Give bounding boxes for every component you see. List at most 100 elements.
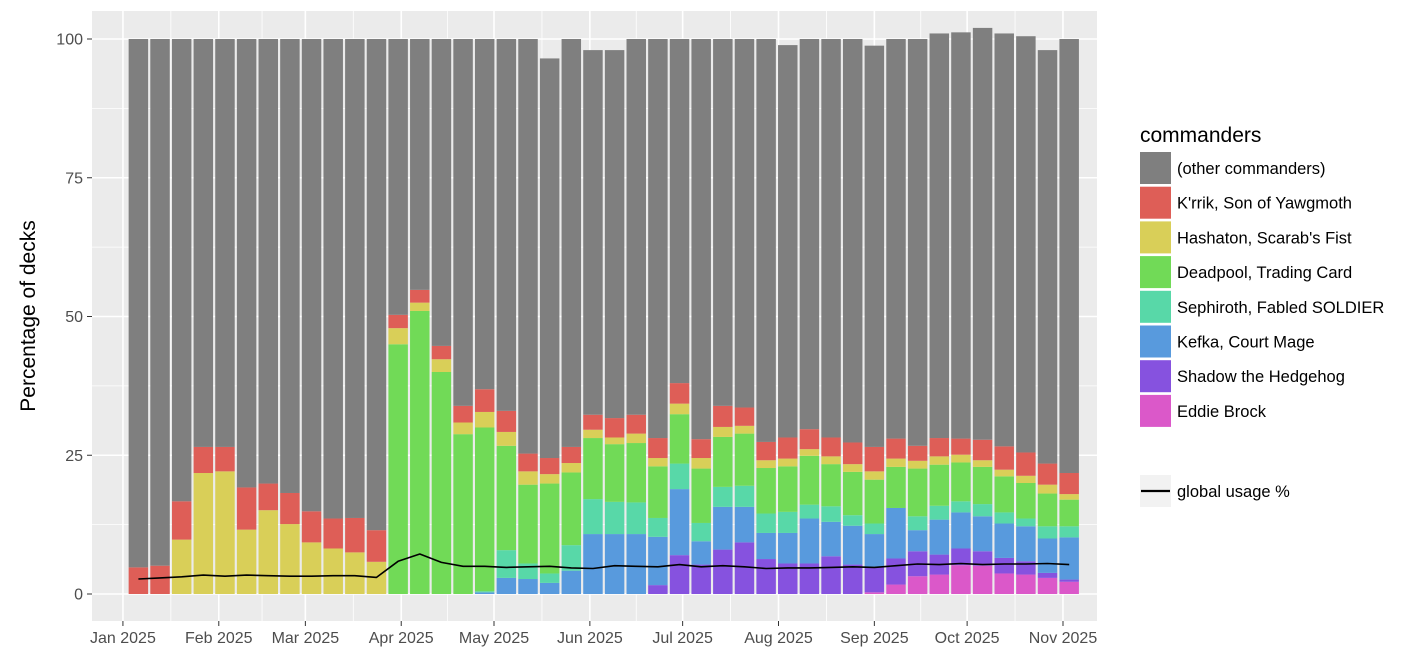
legend-key <box>1140 221 1171 254</box>
bar-segment <box>301 39 322 512</box>
bar-segment <box>431 359 452 372</box>
bar-segment <box>994 557 1014 574</box>
bar-segment <box>864 566 885 593</box>
bar-segment <box>518 453 538 472</box>
bar-segment <box>994 573 1014 594</box>
bar-segment <box>1037 484 1058 494</box>
bar-segment <box>907 576 928 594</box>
bar-segment <box>821 556 841 594</box>
bar-segment <box>648 458 668 467</box>
bar-segment <box>1059 494 1079 500</box>
bar-segment <box>215 446 235 472</box>
bar-segment <box>951 565 971 594</box>
bar-segment <box>929 33 950 439</box>
bar-segment <box>994 446 1014 470</box>
bar-segment <box>474 592 495 594</box>
bar-segment <box>691 522 711 542</box>
x-axis: Jan 2025 Feb 2025 Mar 2025 Apr 2025 May 2025… <box>90 621 1097 647</box>
bar-segment <box>951 32 971 439</box>
bar-segment <box>604 50 625 419</box>
bar-segment <box>734 407 755 426</box>
bar-segment <box>972 565 993 594</box>
bar-segment <box>583 414 603 430</box>
bar-segment <box>842 525 863 565</box>
bar-segment <box>345 39 365 518</box>
bar-segment <box>410 289 430 303</box>
bar-segment <box>626 502 646 535</box>
bar-segment <box>496 410 517 432</box>
legend-key <box>1140 325 1171 358</box>
legend-label: Sephiroth, Fabled SOLDIER <box>1177 299 1384 317</box>
bar-segment <box>864 523 885 535</box>
bar-segment <box>972 551 993 566</box>
bar-segment <box>907 460 928 469</box>
x-tick-label: Nov 2025 <box>1029 630 1098 647</box>
bar-segment <box>972 466 993 505</box>
bar-segment <box>1059 581 1079 594</box>
bar-segment <box>994 33 1014 447</box>
bar-segment <box>756 532 776 560</box>
x-tick-label: Jun 2025 <box>557 630 623 647</box>
bar-segment <box>626 433 646 444</box>
bar-segment <box>626 443 646 503</box>
bar-segment <box>691 39 711 440</box>
bar-segment <box>345 552 365 594</box>
bar-segment <box>842 471 863 516</box>
legend-label: Deadpool, Trading Card <box>1177 264 1352 282</box>
legend-label: (other commanders) <box>1177 160 1326 178</box>
bar-segment <box>1016 36 1036 453</box>
bar-segment <box>474 427 495 592</box>
legend-key <box>1140 186 1171 219</box>
bar-segment <box>496 550 517 578</box>
bar-segment <box>583 534 603 594</box>
bar-segment <box>171 501 192 540</box>
bar-segment <box>864 446 885 472</box>
bar-segment <box>236 529 257 594</box>
bar-segment <box>864 534 885 567</box>
bar-segment <box>431 372 452 594</box>
bar-segment <box>539 58 560 459</box>
bar-segment <box>994 523 1014 558</box>
bar-segment <box>604 534 625 594</box>
bar-segment <box>410 39 430 290</box>
bar-segment <box>842 564 863 594</box>
bar-segment <box>280 492 300 525</box>
bar-segment <box>474 389 495 412</box>
bar-segment <box>994 512 1014 524</box>
bar-segment <box>778 511 798 533</box>
bar-segment <box>778 532 798 564</box>
bar-segment <box>1037 572 1058 578</box>
bar-segment <box>929 464 950 506</box>
x-tick-label: May 2025 <box>459 630 529 647</box>
bar-segment <box>388 344 408 594</box>
bar-segment <box>1016 483 1036 519</box>
bar-segment <box>431 39 452 346</box>
bar-segment <box>474 411 495 428</box>
bar-segment <box>258 39 279 484</box>
x-tick-label: Mar 2025 <box>272 630 340 647</box>
bar-segment <box>756 460 776 469</box>
bar-segment <box>799 455 820 505</box>
bar-segment <box>626 39 646 415</box>
bar-segment <box>929 456 950 465</box>
bar-segment <box>778 563 798 594</box>
bar-segment <box>734 506 755 543</box>
bar-segment <box>842 442 863 465</box>
bar-segment <box>561 39 582 447</box>
bar-segment <box>886 438 906 459</box>
bar-segment <box>1059 579 1079 582</box>
bar-segment <box>258 483 279 511</box>
y-axis: 0 25 50 75 100 <box>56 32 92 604</box>
bar-segment <box>951 512 971 549</box>
bar-segment <box>799 563 820 594</box>
legend-key <box>1140 290 1171 323</box>
bar-segment <box>518 563 538 580</box>
bar-segment <box>648 536 668 586</box>
global-usage-line-layer <box>138 553 1070 580</box>
x-tick-label: Oct 2025 <box>935 630 1000 647</box>
global-usage-line <box>138 553 1070 580</box>
bar-segment <box>150 39 170 566</box>
bar-segment <box>1037 463 1058 485</box>
bar-segment <box>561 463 582 473</box>
